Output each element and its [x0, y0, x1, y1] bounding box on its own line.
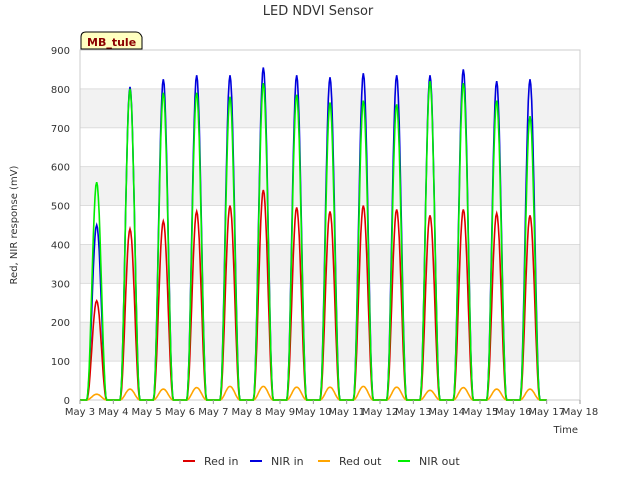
x-tick-label: May 18: [562, 407, 599, 418]
legend-label: Red out: [339, 455, 382, 468]
legend-item: NIR in: [250, 455, 304, 468]
series-line-red-out: [80, 385, 547, 401]
legend-label: NIR out: [419, 455, 460, 468]
series-line-red-in: [80, 189, 547, 401]
y-tick-label: 900: [51, 46, 70, 57]
x-axis: May 3 May 4 May 5 May 6 May 7 May 8 May 9 May 1…: [65, 400, 598, 418]
y-tick-label: 0: [64, 396, 70, 407]
background-band: [80, 166, 580, 206]
background-band: [80, 88, 580, 128]
chart-title: LED NDVI Sensor: [263, 4, 374, 19]
x-tick-label: May 7: [198, 407, 228, 418]
site-tag: MB_tule: [80, 31, 143, 50]
background-band: [80, 244, 580, 284]
x-tick-label: May 9: [265, 407, 295, 418]
x-tick-label: May 11: [328, 407, 365, 418]
y-tick-label: 300: [51, 279, 70, 290]
legend-item: Red out: [318, 455, 382, 468]
x-tick-label: May 10: [295, 407, 332, 418]
plot-background-bands: [80, 88, 580, 362]
x-tick-label: May 8: [232, 407, 262, 418]
x-tick-label: May 5: [132, 407, 162, 418]
x-tick-label: May 3: [65, 407, 95, 418]
x-tick-label: May 12: [362, 407, 399, 418]
y-tick-label: 800: [51, 85, 70, 96]
y-axis: 0 100 200 300 400 500 600 700 800 900: [51, 46, 70, 407]
y-tick-label: 400: [51, 240, 70, 251]
x-tick-label: May 15: [462, 407, 499, 418]
x-tick-label: May 14: [428, 407, 465, 418]
legend: Red in NIR in Red out NIR out: [183, 455, 460, 468]
legend-item: NIR out: [398, 455, 460, 468]
y-tick-label: 500: [51, 202, 70, 213]
plot-area: [79, 49, 581, 401]
x-tick-label: May 17: [528, 407, 565, 418]
y-axis-title: Red, NIR response (mV): [9, 165, 20, 284]
x-axis-title: Time: [553, 425, 578, 436]
x-tick-label: May 6: [165, 407, 195, 418]
legend-item: Red in: [183, 455, 238, 468]
y-tick-label: 600: [51, 163, 70, 174]
y-tick-label: 700: [51, 124, 70, 135]
x-tick-label: May 16: [495, 407, 532, 418]
legend-label: Red in: [204, 455, 238, 468]
y-tick-label: 100: [51, 357, 70, 368]
y-tick-label: 200: [51, 318, 70, 329]
x-tick-label: May 4: [98, 407, 128, 418]
background-band: [80, 322, 580, 362]
x-tick-label: May 13: [395, 407, 432, 418]
legend-label: NIR in: [271, 455, 304, 468]
site-tag-label: MB_tule: [87, 36, 136, 49]
